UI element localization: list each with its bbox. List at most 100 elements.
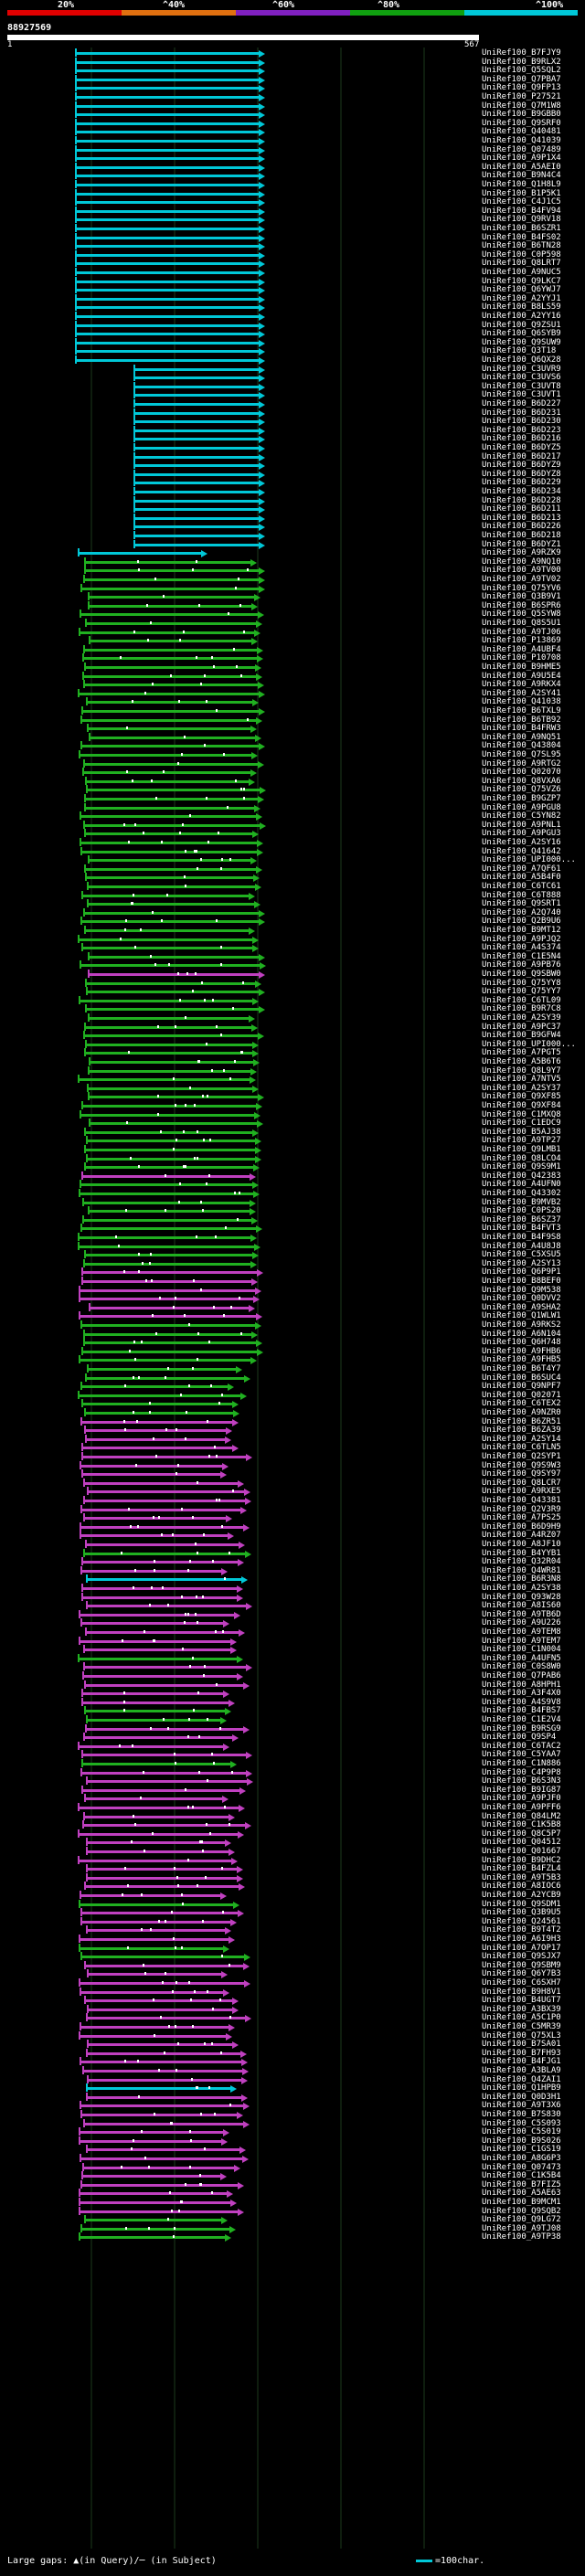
hit-link[interactable]: UniRef100_B6DYZ9 [482, 461, 561, 471]
hit-link[interactable]: UniRef100_C5S019 [482, 2127, 561, 2137]
hit-bar[interactable] [134, 447, 259, 450]
hit-bar[interactable] [80, 2061, 241, 2064]
hit-link[interactable]: UniRef100_B6D218 [482, 531, 561, 540]
hit-link[interactable]: UniRef100_Q04512 [482, 1838, 561, 1848]
hit-link[interactable]: UniRef100_A9P1X4 [482, 154, 561, 164]
hit-bar[interactable] [85, 1254, 252, 1257]
hit-link[interactable]: UniRef100_Q7PAB6 [482, 1671, 561, 1680]
hit-bar[interactable] [89, 859, 250, 863]
hit-bar[interactable] [82, 1473, 220, 1477]
hit-link[interactable]: UniRef100_A4U8J8 [482, 1241, 561, 1251]
hit-bar[interactable] [134, 429, 259, 432]
hit-bar[interactable] [81, 2114, 237, 2116]
hit-link[interactable]: UniRef100_Q9FP13 [482, 83, 561, 93]
hit-link[interactable]: UniRef100_B1P5K1 [482, 188, 561, 198]
hit-link[interactable]: UniRef100_A2SY39 [482, 1013, 561, 1023]
hit-bar[interactable] [82, 1587, 237, 1590]
hit-link[interactable]: UniRef100_B6SUC4 [482, 1373, 561, 1383]
hit-link[interactable]: UniRef100_A9PB76 [482, 960, 561, 970]
hit-link[interactable]: UniRef100_Q93W28 [482, 1592, 561, 1602]
hit-link[interactable]: UniRef100_Q9ZSU1 [482, 320, 561, 330]
hit-link[interactable]: UniRef100_Q75YY8 [482, 978, 561, 988]
hit-link[interactable]: UniRef100_C3UVT8 [482, 381, 561, 391]
hit-link[interactable]: UniRef100_B9R7C8 [482, 1004, 561, 1014]
hit-bar[interactable] [76, 323, 259, 327]
hit-bar[interactable] [88, 2008, 232, 2011]
hit-link[interactable]: UniRef100_B9N4C4 [482, 171, 561, 181]
hit-link[interactable]: UniRef100_Q8LRT7 [482, 259, 561, 269]
hit-bar[interactable] [79, 1832, 238, 1836]
hit-link[interactable]: UniRef100_B6DYZ1 [482, 539, 561, 549]
hit-bar[interactable] [76, 350, 259, 354]
hit-bar[interactable] [84, 578, 259, 581]
hit-link[interactable]: UniRef100_B6S3N3 [482, 1776, 561, 1786]
hit-bar[interactable] [76, 218, 259, 222]
hit-bar[interactable] [81, 2227, 229, 2231]
hit-bar[interactable] [86, 981, 255, 985]
hit-bar[interactable] [84, 1648, 230, 1652]
hit-bar[interactable] [82, 2175, 220, 2178]
hit-bar[interactable] [79, 692, 259, 695]
hit-bar[interactable] [134, 516, 259, 520]
hit-bar[interactable] [82, 1271, 257, 1275]
hit-bar[interactable] [88, 903, 254, 906]
hit-bar[interactable] [88, 1087, 252, 1090]
hit-link[interactable]: UniRef100_A9U226 [482, 1618, 561, 1628]
hit-bar[interactable] [80, 631, 254, 634]
hit-link[interactable]: UniRef100_C5XSU5 [482, 1250, 561, 1260]
hit-link[interactable]: UniRef100_A2YCB9 [482, 1891, 561, 1900]
hit-link[interactable]: UniRef100_Q8LCR7 [482, 1478, 561, 1488]
hit-link[interactable]: UniRef100_B9MT12 [482, 926, 561, 935]
hit-bar[interactable] [90, 640, 251, 643]
hit-link[interactable]: UniRef100_Q75XL3 [482, 2030, 561, 2041]
hit-bar[interactable] [134, 411, 259, 415]
hit-link[interactable]: UniRef100_Q41039 [482, 136, 561, 145]
hit-bar[interactable] [85, 1130, 252, 1134]
hit-link[interactable]: UniRef100_B6D211 [482, 504, 561, 514]
hit-bar[interactable] [89, 1069, 250, 1073]
hit-link[interactable]: UniRef100_C6SXH7 [482, 1978, 561, 1988]
hit-bar[interactable] [80, 2201, 230, 2204]
hit-bar[interactable] [87, 1157, 255, 1161]
hit-bar[interactable] [76, 69, 259, 73]
hit-link[interactable]: UniRef100_C4P9P8 [482, 1767, 561, 1777]
hit-bar[interactable] [89, 596, 254, 599]
hit-link[interactable]: UniRef100_Q2SYP1 [482, 1452, 561, 1461]
hit-link[interactable]: UniRef100_C1E5N4 [482, 951, 561, 961]
hit-bar[interactable] [85, 1885, 239, 1889]
hit-bar[interactable] [82, 1350, 257, 1353]
hit-bar[interactable] [80, 2104, 243, 2108]
hit-link[interactable]: UniRef100_Q4ZAI1 [482, 2074, 561, 2084]
hit-link[interactable]: UniRef100_B7FIZ5 [482, 2179, 561, 2189]
hit-bar[interactable] [82, 1561, 238, 1564]
hit-bar[interactable] [90, 1306, 249, 1309]
hit-link[interactable]: UniRef100_Q9XF85 [482, 1092, 561, 1102]
hit-bar[interactable] [81, 718, 256, 722]
hit-bar[interactable] [76, 341, 259, 345]
hit-link[interactable]: UniRef100_B6T4Y7 [482, 1364, 561, 1373]
hit-bar[interactable] [80, 2157, 242, 2160]
hit-bar[interactable] [87, 2087, 230, 2091]
hit-bar[interactable] [87, 1876, 237, 1880]
hit-bar[interactable] [134, 367, 259, 371]
hit-link[interactable]: UniRef100_B9DHC2 [482, 1855, 561, 1865]
hit-bar[interactable] [82, 1456, 246, 1458]
hit-link[interactable]: UniRef100_Q75YV6 [482, 583, 561, 593]
hit-bar[interactable] [81, 1569, 221, 1573]
hit-link[interactable]: UniRef100_B4FBS7 [482, 1706, 561, 1716]
hit-bar[interactable] [85, 569, 259, 573]
hit-bar[interactable] [86, 1437, 225, 1441]
hit-bar[interactable] [85, 1683, 243, 1687]
hit-link[interactable]: UniRef100_C6TLN5 [482, 1443, 561, 1453]
hit-link[interactable]: UniRef100_A6N104 [482, 1329, 561, 1339]
hit-bar[interactable] [80, 2139, 221, 2143]
hit-bar[interactable] [76, 52, 259, 55]
hit-bar[interactable] [134, 499, 259, 503]
hit-bar[interactable] [76, 131, 259, 134]
hit-bar[interactable] [79, 1236, 250, 1239]
hit-bar[interactable] [88, 727, 250, 731]
hit-bar[interactable] [84, 1517, 226, 1521]
hit-link[interactable]: UniRef100_A8IOC6 [482, 1882, 561, 1892]
hit-bar[interactable] [80, 1903, 233, 1906]
hit-link[interactable]: UniRef100_A9RZK9 [482, 548, 561, 558]
